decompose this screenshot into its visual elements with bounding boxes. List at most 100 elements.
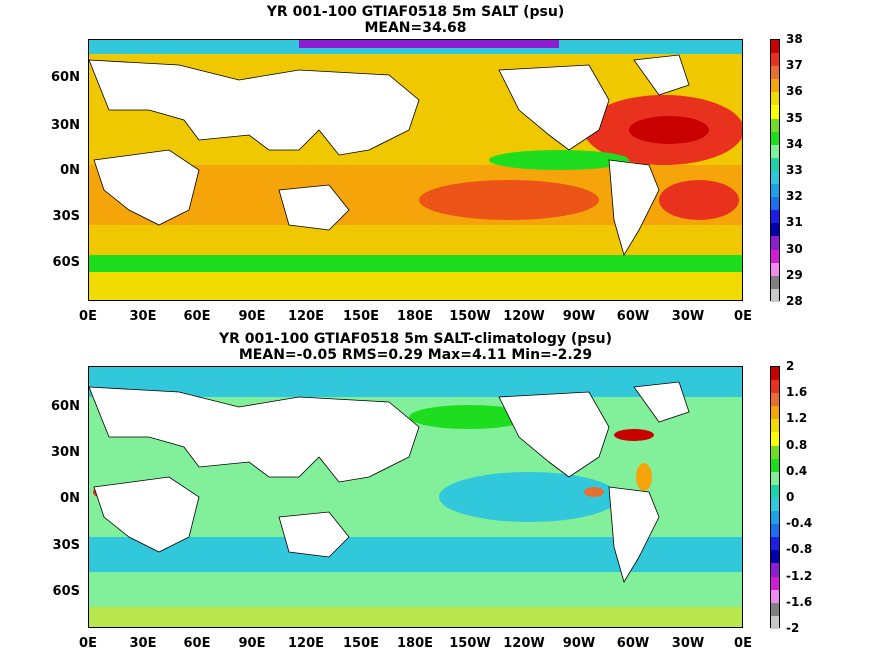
colorbar-segment [771,210,779,224]
colorbar-segment [771,563,779,577]
colorbar-segment [771,471,779,485]
colorbar-tick-label: 38 [786,32,803,46]
panel2-map [88,366,743,628]
panel1-ylabel: 60N [51,70,80,85]
colorbar-segment [771,118,779,132]
colorbar-tick-label: 1.2 [786,411,808,426]
colorbar-segment [771,393,779,407]
colorbar-tick-label: 30 [786,241,803,256]
colorbar-segment [771,432,779,446]
panel2-xlabel: 0E [79,636,97,651]
colorbar-segment [771,537,779,551]
colorbar-segment [771,144,779,158]
colorbar-segment [771,40,779,54]
colorbar-segment [771,445,779,459]
panel2-xlabel: 60E [183,636,211,651]
colorbar-segment [771,131,779,145]
panel2-ylabel: 30S [52,538,80,553]
colorbar-tick-label: 33 [786,163,803,177]
colorbar-segment [771,223,779,237]
colorbar-segment [771,497,779,512]
colorbar-tick-label: 36 [786,84,803,99]
colorbar-segment [771,105,779,119]
colorbar-segment [771,275,779,289]
panel2-title: YR 001-100 GTIAF0518 5m SALT-climatology… [219,331,612,347]
panel1-map [88,39,743,301]
panel2-xlabel: 120W [503,636,545,651]
colorbar-tick-label: 34 [786,136,803,151]
colorbar-segment [771,602,779,616]
colorbar-tick-label: -2 [786,621,800,635]
colorbar-tick-label: 35 [786,110,803,125]
colorbar-segment [771,380,779,394]
colorbar-tick-label: 32 [786,189,803,204]
panel1-map-svg [89,40,742,300]
colorbar-segment [771,249,779,263]
colorbar-segment [771,79,779,93]
panel1-ylabel: 30S [52,209,80,224]
colorbar-segment [771,262,779,276]
colorbar-segment [771,576,779,590]
panel2-colorbar [770,366,780,629]
panel2-map-svg [89,367,742,627]
panel1-xlabel: 60W [616,309,650,324]
panel1-xlabel: 30E [129,309,157,324]
colorbar-tick-label: -0.4 [786,516,813,531]
panel2-xlabel: 30W [671,636,705,651]
panel2-xlabel: 120E [287,636,325,651]
colorbar-tick-label: 28 [786,294,803,308]
panel2-xlabel: 30E [129,636,157,651]
panel1-xlabel: 120W [503,309,545,324]
colorbar-segment [771,589,779,603]
panel1-xlabel: 90E [238,309,266,324]
colorbar-segment [771,511,779,525]
colorbar-tick-label: -1.6 [786,594,813,609]
panel1-subtitle: MEAN=34.68 [364,20,467,36]
panel1-xlabel: 0E [79,309,97,324]
colorbar-segment [771,170,779,185]
panel1-colorbar [770,39,780,302]
colorbar-tick-label: 31 [786,215,803,230]
panel1-title: YR 001-100 GTIAF0518 5m SALT (psu) [266,4,565,20]
colorbar-segment [771,92,779,106]
colorbar-tick-label: 37 [786,58,803,73]
colorbar-segment [771,197,779,211]
colorbar-segment [771,288,779,302]
panel1-xlabel: 90W [562,309,596,324]
panel1-ylabel: 60S [52,255,80,270]
colorbar-segment [771,419,779,433]
panel2-xlabel: 150E [342,636,380,651]
colorbar-segment [771,53,779,67]
panel2-ylabel: 0N [60,491,80,506]
panel2-xlabel: 90W [562,636,596,651]
panel1-xlabel: 30W [671,309,705,324]
panel2-xlabel: 0E [734,636,752,651]
panel1-ylabel: 30N [51,118,80,133]
colorbar-segment [771,236,779,250]
colorbar-segment [771,157,779,171]
colorbar-segment [771,615,779,629]
colorbar-tick-label: -0.8 [786,542,813,557]
panel2-xlabel: 60W [616,636,650,651]
colorbar-tick-label: 0.4 [786,463,808,478]
colorbar-segment [771,406,779,420]
colorbar-tick-label: 0.8 [786,437,808,452]
colorbar-segment [771,484,779,498]
panel1-xlabel: 180E [396,309,434,324]
panel2-xlabel: 90E [238,636,266,651]
panel1-ylabel: 0N [60,163,80,178]
colorbar-segment [771,458,779,472]
panel2-subtitle: MEAN=-0.05 RMS=0.29 Max=4.11 Min=-2.29 [238,347,593,363]
colorbar-segment [771,550,779,564]
panel1-xlabel: 150E [342,309,380,324]
panel1-xlabel: 120E [287,309,325,324]
panel2-ylabel: 60N [51,399,80,414]
colorbar-segment [771,184,779,198]
panel2-xlabel: 180E [396,636,434,651]
panel2-ylabel: 60S [52,584,80,599]
colorbar-tick-label: 2 [786,359,795,373]
colorbar-segment [771,367,779,381]
panel1-xlabel: 0E [734,309,752,324]
panel2-xlabel: 150W [449,636,491,651]
colorbar-segment [771,524,779,538]
